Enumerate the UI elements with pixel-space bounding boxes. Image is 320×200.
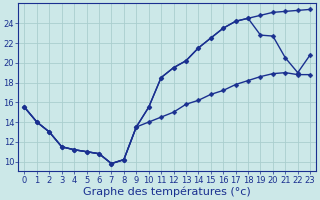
X-axis label: Graphe des températures (°c): Graphe des températures (°c) [84, 186, 251, 197]
